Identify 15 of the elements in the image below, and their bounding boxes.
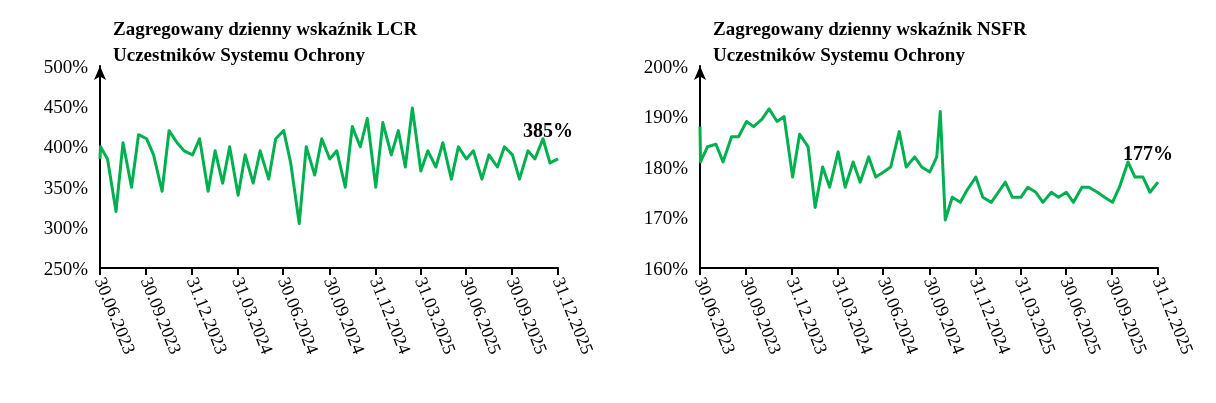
chart-title: Zagregowany dzienny wskaźnik LCR Uczestników Systemu Ochrony — [113, 17, 418, 65]
annotation: 177% — [1123, 142, 1173, 165]
chart-title: Zagregowany dzienny wskaźnik NSFR Uczestników Systemu Ochrony — [713, 17, 1027, 65]
y-tick-label: 200% — [643, 55, 689, 77]
y-tick-label: 250% — [43, 257, 89, 279]
y-tick-label: 160% — [643, 257, 689, 279]
y-tick-label: 500% — [43, 55, 89, 77]
y-tick-label: 190% — [643, 106, 689, 127]
y-tick-label: 400% — [43, 136, 89, 158]
y-tick-label: 180% — [643, 156, 689, 178]
y-tick-label: 300% — [43, 217, 89, 239]
annotation: 385% — [523, 118, 573, 141]
y-tick-label: 170% — [643, 207, 689, 228]
y-tick-label: 350% — [43, 176, 89, 198]
y-tick-label: 450% — [43, 95, 89, 117]
